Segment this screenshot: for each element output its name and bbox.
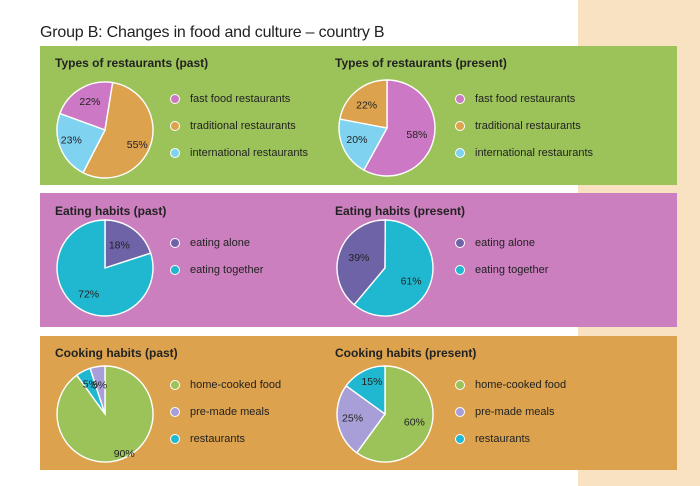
- legend-label: home-cooked food: [475, 378, 567, 391]
- legend-dot-icon: [170, 120, 180, 131]
- legend-label: pre-made meals: [475, 405, 555, 418]
- pie-label-fast-food-restaurants: 58%: [406, 129, 427, 141]
- pie-label-pre-made-meals: 5%: [83, 378, 98, 390]
- chart-title-eating-present: Eating habits (present): [335, 204, 466, 218]
- legend-item-pre-made-meals: pre-made meals: [455, 398, 566, 425]
- chart-title-restaurants-past: Types of restaurants (past): [55, 56, 209, 70]
- legend-dot-icon: [455, 147, 465, 158]
- legend-dot-icon: [170, 379, 180, 390]
- pie-slice-eating-together: [56, 219, 154, 317]
- legend-dot-icon: [170, 264, 180, 275]
- legend-dot-icon: [455, 433, 465, 444]
- legend-dot-icon: [455, 406, 465, 417]
- pie-label-eating-alone: 18%: [109, 239, 130, 251]
- legend-label: restaurants: [475, 432, 531, 445]
- pie-label-traditional-restaurants: 22%: [356, 100, 377, 112]
- pie-slice-home-cooked-food: [355, 365, 434, 463]
- legend-item-eating-together: eating together: [170, 256, 263, 283]
- chart-title-restaurants-present: Types of restaurants (present): [335, 56, 507, 70]
- legend-item-international-restaurants: international restaurants: [455, 139, 593, 166]
- legend-item-pre-made-meals: pre-made meals: [170, 398, 281, 425]
- pie-slice-international-restaurants: [56, 112, 106, 174]
- pie-slice-eating-alone: [336, 219, 387, 306]
- legend-item-restaurants: restaurants: [455, 425, 566, 452]
- pie-label-international-restaurants: 20%: [346, 134, 367, 146]
- legend-label: international restaurants: [190, 146, 309, 159]
- pie-chart-eating-past: 18% 72%: [56, 219, 154, 317]
- pie-label-international-restaurants: 23%: [61, 135, 82, 147]
- legend-dot-icon: [170, 406, 180, 417]
- pie-chart-eating-present: 39% 61%: [336, 219, 434, 317]
- pie-slice-traditional-restaurants: [82, 81, 154, 179]
- pie-chart-restaurants-past: 22% 55% 23%: [56, 81, 154, 179]
- pie-slice-traditional-restaurants: [339, 79, 388, 129]
- legend-item-international-restaurants: international restaurants: [170, 139, 308, 166]
- legend-cooking-present: home-cooked food pre-made meals restaurant…: [455, 371, 566, 452]
- pie-slice-international-restaurants: [338, 118, 389, 172]
- legend-item-eating-alone: eating alone: [455, 229, 548, 256]
- chart-title-cooking-present: Cooking habits (present): [335, 346, 477, 360]
- legend-label: eating alone: [190, 236, 250, 249]
- legend-item-traditional-restaurants: traditional restaurants: [170, 112, 308, 139]
- legend-dot-icon: [455, 237, 465, 248]
- legend-dot-icon: [455, 264, 465, 275]
- legend-eating-past: eating alone eating together: [170, 229, 263, 283]
- legend-label: traditional restaurants: [475, 119, 581, 132]
- pie-chart-restaurants-present: 58% 20% 22%: [338, 79, 436, 177]
- legend-restaurants-present: fast food restaurants traditional restaur…: [455, 85, 593, 166]
- pie-label-pre-made-meals: 25%: [342, 412, 363, 424]
- legend-item-home-cooked-food: home-cooked food: [455, 371, 566, 398]
- pie-slice-restaurants: [345, 365, 386, 416]
- legend-label: pre-made meals: [190, 405, 270, 418]
- legend-label: eating together: [475, 263, 549, 276]
- pie-label-fast-food-restaurants: 22%: [79, 96, 100, 108]
- legend-label: home-cooked food: [190, 378, 282, 391]
- legend-dot-icon: [170, 237, 180, 248]
- legend-label: restaurants: [190, 432, 246, 445]
- legend-item-traditional-restaurants: traditional restaurants: [455, 112, 593, 139]
- pie-label-traditional-restaurants: 55%: [127, 139, 148, 151]
- legend-item-fast-food-restaurants: fast food restaurants: [455, 85, 593, 112]
- pie-label-restaurants: 5%: [92, 379, 107, 391]
- legend-dot-icon: [170, 93, 180, 104]
- pie-label-restaurants: 15%: [361, 376, 382, 388]
- legend-label: eating together: [190, 263, 264, 276]
- legend-label: eating alone: [475, 236, 535, 249]
- page-title: Group B: Changes in food and culture – c…: [40, 24, 385, 41]
- legend-dot-icon: [170, 433, 180, 444]
- chart-title-eating-past: Eating habits (past): [55, 204, 167, 218]
- legend-dot-icon: [455, 379, 465, 390]
- legend-item-fast-food-restaurants: fast food restaurants: [170, 85, 308, 112]
- legend-item-home-cooked-food: home-cooked food: [170, 371, 281, 398]
- legend-dot-icon: [170, 147, 180, 158]
- pie-label-eating-alone: 39%: [348, 252, 369, 264]
- pie-chart-cooking-present: 60% 25% 15%: [336, 365, 434, 463]
- pie-slice-pre-made-meals: [89, 365, 106, 415]
- pie-slice-fast-food-restaurants: [362, 79, 436, 177]
- legend-cooking-past: home-cooked food pre-made meals restaurant…: [170, 371, 281, 452]
- pie-label-home-cooked-food: 60%: [404, 417, 425, 429]
- legend-eating-present: eating alone eating together: [455, 229, 548, 283]
- legend-dot-icon: [455, 120, 465, 131]
- pie-label-eating-together: 72%: [78, 288, 99, 300]
- legend-label: fast food restaurants: [190, 92, 291, 105]
- pie-slice-pre-made-meals: [336, 384, 386, 454]
- legend-label: traditional restaurants: [190, 119, 296, 132]
- pie-slice-eating-together: [353, 219, 434, 317]
- legend-item-eating-alone: eating alone: [170, 229, 263, 256]
- legend-item-restaurants: restaurants: [170, 425, 281, 452]
- legend-dot-icon: [455, 93, 465, 104]
- legend-item-eating-together: eating together: [455, 256, 548, 283]
- pie-label-home-cooked-food: 90%: [114, 448, 135, 460]
- legend-restaurants-past: fast food restaurants traditional restaur…: [170, 85, 308, 166]
- legend-label: international restaurants: [475, 146, 594, 159]
- chart-title-cooking-past: Cooking habits (past): [55, 346, 178, 360]
- pie-slice-eating-alone: [104, 219, 152, 269]
- pie-chart-cooking-past: 90% 5%5%: [56, 365, 154, 463]
- legend-label: fast food restaurants: [475, 92, 576, 105]
- pie-label-eating-together: 61%: [401, 275, 422, 287]
